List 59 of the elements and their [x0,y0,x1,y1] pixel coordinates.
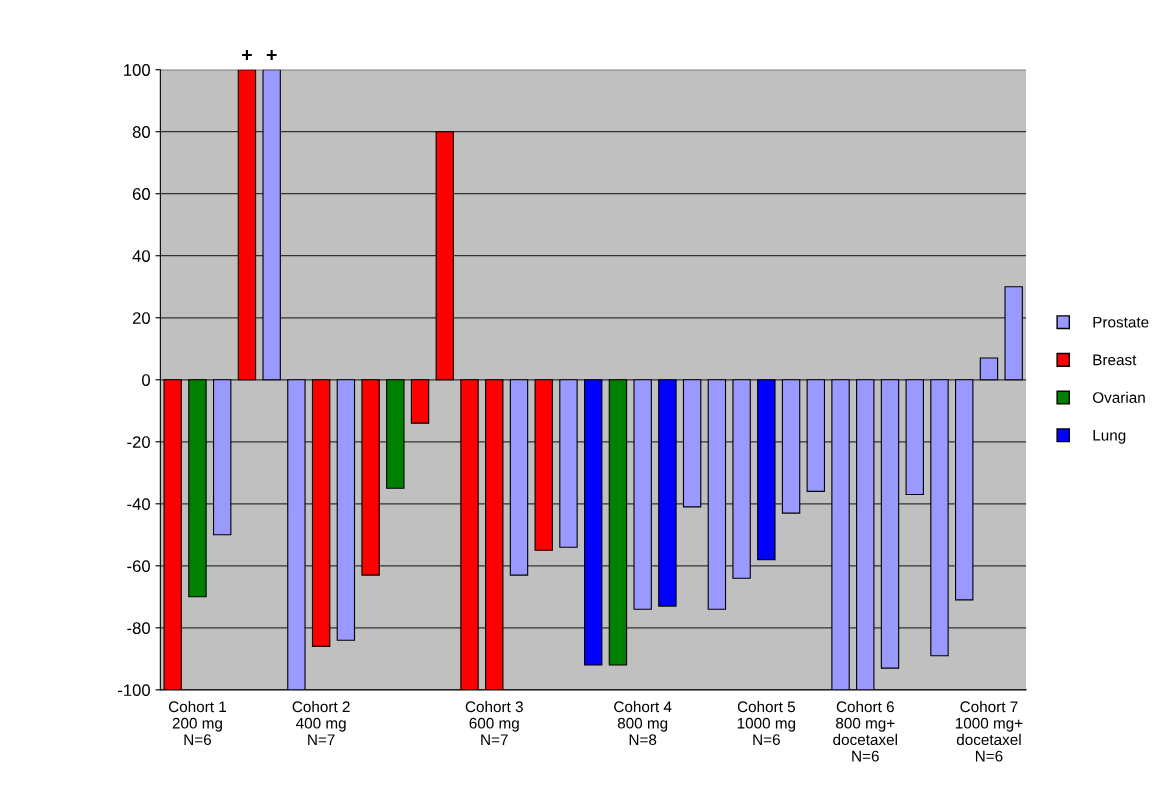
legend-label: Lung [1093,430,1126,444]
bar [707,379,727,610]
y-tick-label: 80 [132,126,150,138]
y-tick-label: -40 [127,498,150,510]
bar [237,69,257,381]
legend-label: Prostate [1093,316,1149,328]
bar [757,379,776,561]
bar [460,379,479,690]
bar [361,379,380,576]
bar [732,379,751,579]
bar [509,379,529,576]
x-tick-label: Cohort 3 600 mg N=7 [465,700,523,745]
bar [831,379,850,690]
legend-label: Ovarian [1092,391,1145,403]
y-tick-label: 20 [132,312,150,324]
x-tick-label: Cohort 4 800 mg N=8 [614,700,672,746]
x-tick-label: Cohort 1 200 mg N=6 [168,700,227,746]
bar [781,379,801,514]
bar [559,379,578,548]
y-tick-label: -20 [127,436,150,448]
x-tick-label: Cohort 5 1000 mg N=6 [737,700,796,746]
bar [979,357,999,381]
y-tick-label: 100 [124,64,150,76]
y-tick-label: -60 [127,560,150,573]
bar [188,379,207,598]
bar [163,379,182,690]
bar [905,379,924,496]
bar [386,379,405,489]
bar [1004,286,1023,381]
data-label: + [266,50,277,60]
bar [311,379,331,647]
bar [410,379,430,424]
legend-label: Breast [1093,354,1137,366]
x-tick-label: Cohort 2 400 mg N=7 [292,700,350,745]
y-tick-label: 60 [132,188,150,200]
bar [262,69,281,381]
bar [534,379,553,551]
x-tick-label: Cohort 7 1000 mg+ docetaxel N=6 [955,700,1023,762]
bar [336,379,356,641]
bar [682,379,702,508]
bar [583,379,603,666]
x-tick-label: Cohort 6 800 mg+ docetaxel N=6 [833,700,897,762]
y-tick-label: -100 [118,684,150,697]
bar [954,379,974,601]
bar [435,131,455,381]
y-tick-label: 40 [132,250,150,262]
bar [930,379,949,657]
bar [212,379,232,536]
bar [856,379,875,690]
bar [608,379,628,666]
data-label: + [242,50,252,60]
y-tick-label: -80 [127,622,150,635]
bar [806,379,826,492]
bar [658,379,677,607]
y-tick-label: 0 [142,374,150,386]
bar [287,379,306,690]
bar [485,379,504,690]
bar [880,379,900,669]
bar [633,379,652,610]
